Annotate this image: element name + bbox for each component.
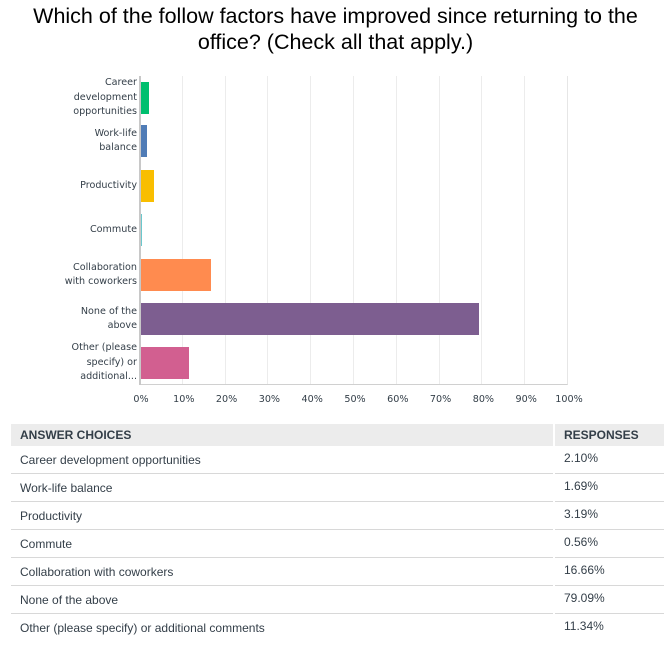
response-percent: 79.09% bbox=[553, 585, 664, 614]
table-row: Career development opportunities 2.10% bbox=[11, 446, 664, 474]
bar-chart-plot-area bbox=[139, 76, 568, 385]
x-tick-label: 20% bbox=[215, 394, 238, 405]
gridline bbox=[353, 76, 354, 384]
x-tick-label: 50% bbox=[344, 394, 366, 405]
category-label: Productivity bbox=[80, 179, 137, 191]
category-label: None of the above bbox=[80, 305, 137, 332]
answer-choice: Collaboration with coworkers bbox=[11, 557, 554, 586]
gridline bbox=[310, 76, 311, 384]
header-responses: RESPONSES bbox=[553, 424, 664, 446]
bar[interactable] bbox=[140, 259, 212, 291]
answer-choice: Commute bbox=[11, 529, 554, 558]
x-tick-label: 60% bbox=[387, 394, 409, 405]
response-percent: 2.10% bbox=[553, 446, 664, 474]
bar[interactable] bbox=[140, 347, 189, 379]
response-percent: 16.66% bbox=[553, 557, 664, 586]
chart-title-line-2: office? (Check all that apply.) bbox=[197, 30, 474, 54]
table-row: Commute 0.56% bbox=[11, 529, 664, 558]
x-tick-label: 80% bbox=[472, 394, 495, 405]
table-row: Work-life balance 1.69% bbox=[11, 473, 664, 502]
category-label: Work-life balance bbox=[94, 127, 137, 154]
bar[interactable] bbox=[140, 303, 479, 335]
gridline bbox=[524, 76, 525, 384]
x-tick-label: 100% bbox=[555, 394, 583, 405]
table-header-row: ANSWER CHOICES RESPONSES bbox=[11, 424, 664, 446]
responses-table: ANSWER CHOICES RESPONSES Career developm… bbox=[11, 424, 664, 641]
y-axis-line bbox=[139, 76, 141, 385]
gridline bbox=[439, 76, 440, 384]
x-tick-label: 30% bbox=[258, 394, 281, 405]
answer-choice: None of the above bbox=[11, 585, 554, 614]
answer-choice: Productivity bbox=[11, 501, 554, 530]
category-label: Collaboration with coworkers bbox=[64, 261, 137, 288]
category-label: Career development opportunities bbox=[73, 77, 137, 118]
response-percent: 11.34% bbox=[553, 613, 664, 641]
category-label: Other (please specify) or additional... bbox=[71, 342, 137, 383]
x-tick-label: 40% bbox=[301, 394, 323, 405]
x-tick-label: 10% bbox=[173, 394, 195, 405]
gridline bbox=[182, 76, 183, 384]
table-row: Collaboration with coworkers 16.66% bbox=[11, 557, 664, 586]
chart-title: Which of the follow factors have improve… bbox=[0, 3, 671, 55]
chart-title-line-1: Which of the follow factors have improve… bbox=[33, 4, 638, 28]
x-tick-label: 0% bbox=[133, 394, 149, 405]
gridline bbox=[225, 76, 226, 384]
gridline bbox=[396, 76, 397, 384]
category-label: Commute bbox=[89, 223, 137, 235]
table-row: None of the above 79.09% bbox=[11, 585, 664, 614]
response-percent: 1.69% bbox=[553, 473, 664, 502]
bar[interactable] bbox=[140, 170, 154, 202]
header-answer-choices: ANSWER CHOICES bbox=[11, 424, 554, 446]
response-percent: 3.19% bbox=[553, 501, 664, 530]
bar[interactable] bbox=[140, 82, 149, 114]
table-row: Other (please specify) or additional com… bbox=[11, 613, 664, 641]
bar[interactable] bbox=[140, 125, 148, 157]
answer-choice: Other (please specify) or additional com… bbox=[20, 620, 265, 635]
table-row: Productivity 3.19% bbox=[11, 501, 664, 530]
response-percent: 0.56% bbox=[553, 529, 664, 558]
gridline bbox=[481, 76, 482, 384]
bar[interactable] bbox=[140, 214, 143, 246]
answer-choice: Career development opportunities bbox=[11, 446, 554, 474]
x-tick-label: 70% bbox=[429, 394, 452, 405]
x-tick-label: 90% bbox=[515, 394, 537, 405]
answer-choice: Work-life balance bbox=[11, 473, 554, 502]
gridline bbox=[267, 76, 268, 384]
